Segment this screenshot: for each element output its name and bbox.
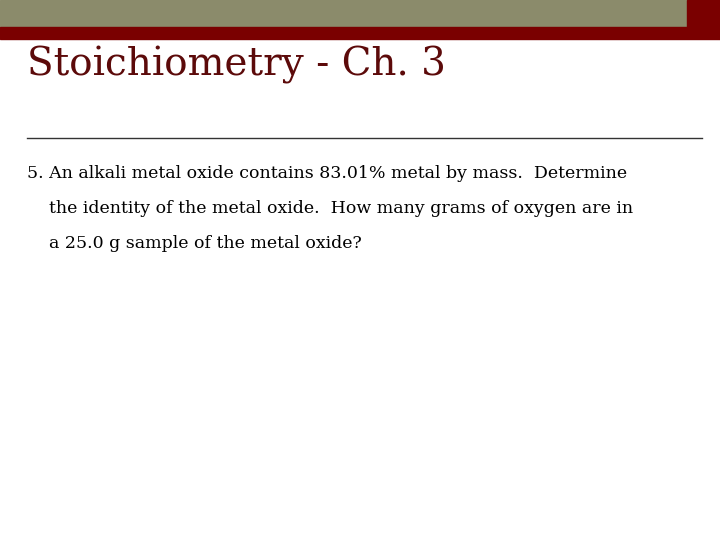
Text: the identity of the metal oxide.  How many grams of oxygen are in: the identity of the metal oxide. How man…	[27, 200, 634, 217]
Text: Stoichiometry - Ch. 3: Stoichiometry - Ch. 3	[27, 46, 446, 84]
Bar	[687, 0, 720, 27]
Text: 5. An alkali metal oxide contains 83.01% metal by mass.  Determine: 5. An alkali metal oxide contains 83.01%…	[27, 165, 628, 181]
Text: a 25.0 g sample of the metal oxide?: a 25.0 g sample of the metal oxide?	[27, 235, 362, 252]
Bar	[0, 0, 720, 27]
Bar	[0, 27, 720, 39]
